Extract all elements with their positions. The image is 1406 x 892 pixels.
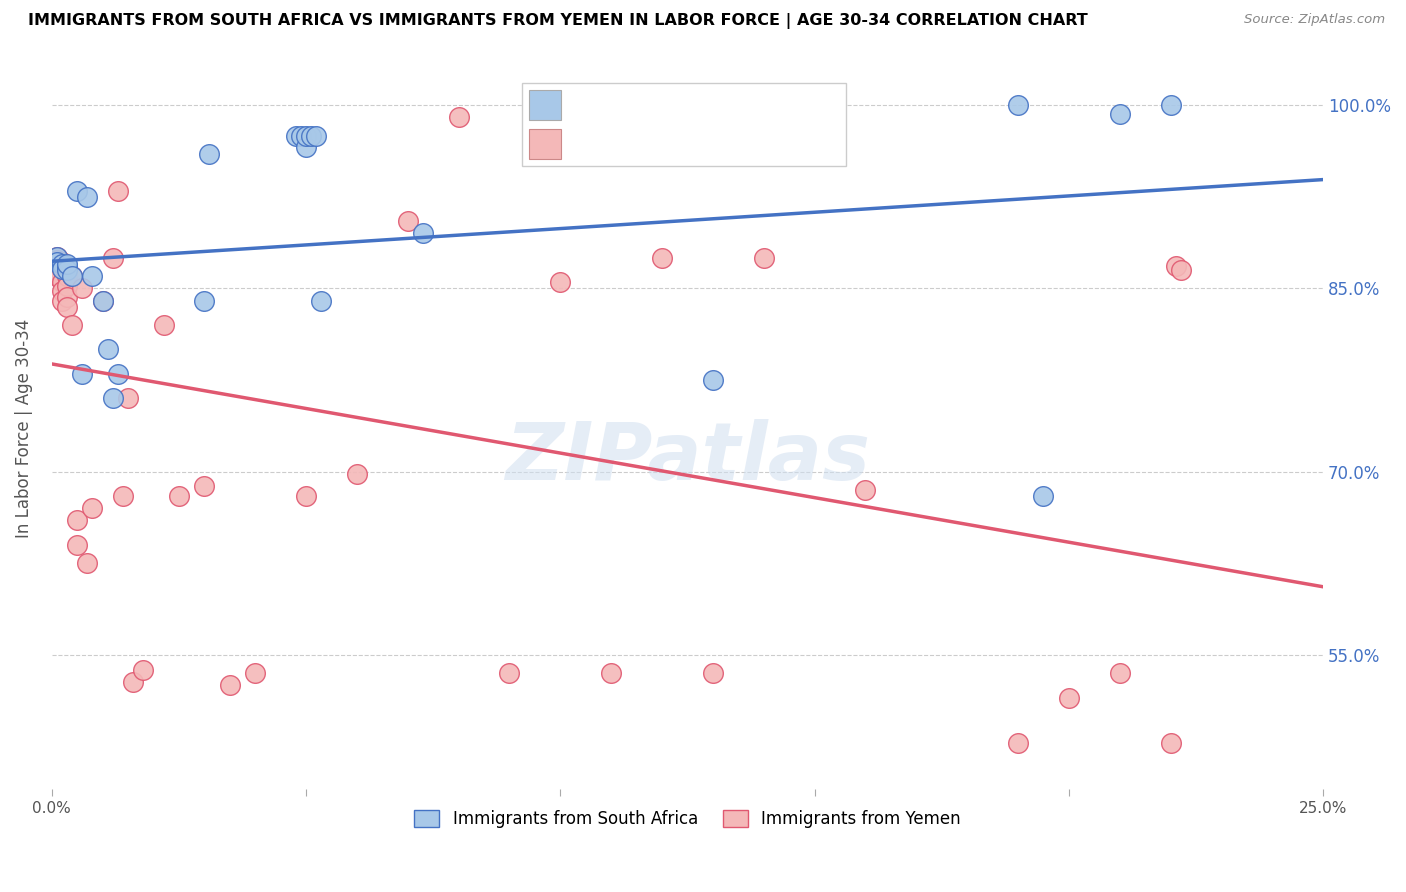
Point bbox=[702, 373, 724, 387]
Point bbox=[51, 261, 73, 276]
Point bbox=[60, 318, 83, 332]
Y-axis label: In Labor Force | Age 30-34: In Labor Force | Age 30-34 bbox=[15, 319, 32, 539]
Point bbox=[1007, 98, 1029, 112]
Point bbox=[45, 254, 67, 268]
Point bbox=[51, 275, 73, 289]
Point bbox=[346, 467, 368, 481]
Point bbox=[295, 139, 318, 153]
Point bbox=[51, 261, 73, 276]
Point bbox=[51, 284, 73, 298]
Text: IMMIGRANTS FROM SOUTH AFRICA VS IMMIGRANTS FROM YEMEN IN LABOR FORCE | AGE 30-34: IMMIGRANTS FROM SOUTH AFRICA VS IMMIGRAN… bbox=[28, 13, 1088, 29]
Point bbox=[600, 666, 623, 681]
Point bbox=[702, 666, 724, 681]
Point bbox=[290, 128, 312, 143]
Point bbox=[1108, 106, 1130, 120]
Point bbox=[56, 263, 79, 277]
Point bbox=[122, 674, 145, 689]
Point bbox=[117, 392, 139, 406]
Point bbox=[51, 257, 73, 271]
Point bbox=[56, 257, 79, 271]
Point bbox=[1007, 736, 1029, 750]
Point bbox=[107, 367, 129, 381]
Point bbox=[295, 489, 318, 503]
Point bbox=[82, 501, 104, 516]
Point bbox=[91, 293, 114, 308]
Point bbox=[1057, 690, 1080, 705]
Point bbox=[1170, 263, 1192, 277]
Point bbox=[66, 184, 89, 198]
Point bbox=[51, 293, 73, 308]
Point bbox=[45, 250, 67, 264]
Point bbox=[76, 190, 98, 204]
Point bbox=[97, 343, 120, 357]
Point bbox=[855, 483, 877, 497]
Point bbox=[111, 489, 134, 503]
Point bbox=[243, 666, 266, 681]
Point bbox=[45, 257, 67, 271]
Point bbox=[56, 279, 79, 293]
Point bbox=[550, 275, 572, 289]
Point bbox=[76, 556, 98, 570]
Point bbox=[311, 293, 333, 308]
Point bbox=[651, 251, 673, 265]
Point bbox=[51, 254, 73, 268]
Point bbox=[56, 260, 79, 274]
Point bbox=[1160, 736, 1182, 750]
Point bbox=[198, 147, 221, 161]
Point bbox=[107, 184, 129, 198]
Point bbox=[45, 263, 67, 277]
Point bbox=[295, 128, 318, 143]
Point bbox=[167, 489, 190, 503]
Point bbox=[1032, 489, 1054, 503]
Point bbox=[299, 128, 322, 143]
Text: ZIPatlas: ZIPatlas bbox=[505, 418, 870, 497]
Point bbox=[412, 227, 434, 241]
Point bbox=[66, 538, 89, 552]
Point bbox=[193, 479, 215, 493]
Point bbox=[1108, 666, 1130, 681]
Point bbox=[45, 253, 67, 268]
Point bbox=[752, 251, 775, 265]
Point bbox=[101, 251, 124, 265]
Point bbox=[498, 666, 520, 681]
Point bbox=[82, 269, 104, 284]
Legend: Immigrants from South Africa, Immigrants from Yemen: Immigrants from South Africa, Immigrants… bbox=[408, 804, 967, 835]
Point bbox=[1164, 260, 1187, 274]
Point bbox=[45, 269, 67, 284]
Point bbox=[72, 281, 94, 295]
Point bbox=[56, 290, 79, 304]
Point bbox=[132, 663, 155, 677]
Point bbox=[60, 269, 83, 284]
Point bbox=[72, 367, 94, 381]
Point bbox=[101, 392, 124, 406]
Point bbox=[396, 214, 419, 228]
Point bbox=[193, 293, 215, 308]
Point bbox=[284, 128, 307, 143]
Point bbox=[60, 269, 83, 284]
Point bbox=[56, 269, 79, 284]
Point bbox=[447, 111, 470, 125]
Point bbox=[305, 128, 328, 143]
Point bbox=[218, 678, 240, 692]
Text: Source: ZipAtlas.com: Source: ZipAtlas.com bbox=[1244, 13, 1385, 27]
Point bbox=[45, 250, 67, 264]
Point bbox=[1160, 98, 1182, 112]
Point bbox=[56, 300, 79, 314]
Point bbox=[152, 318, 174, 332]
Point bbox=[66, 514, 89, 528]
Point bbox=[91, 293, 114, 308]
